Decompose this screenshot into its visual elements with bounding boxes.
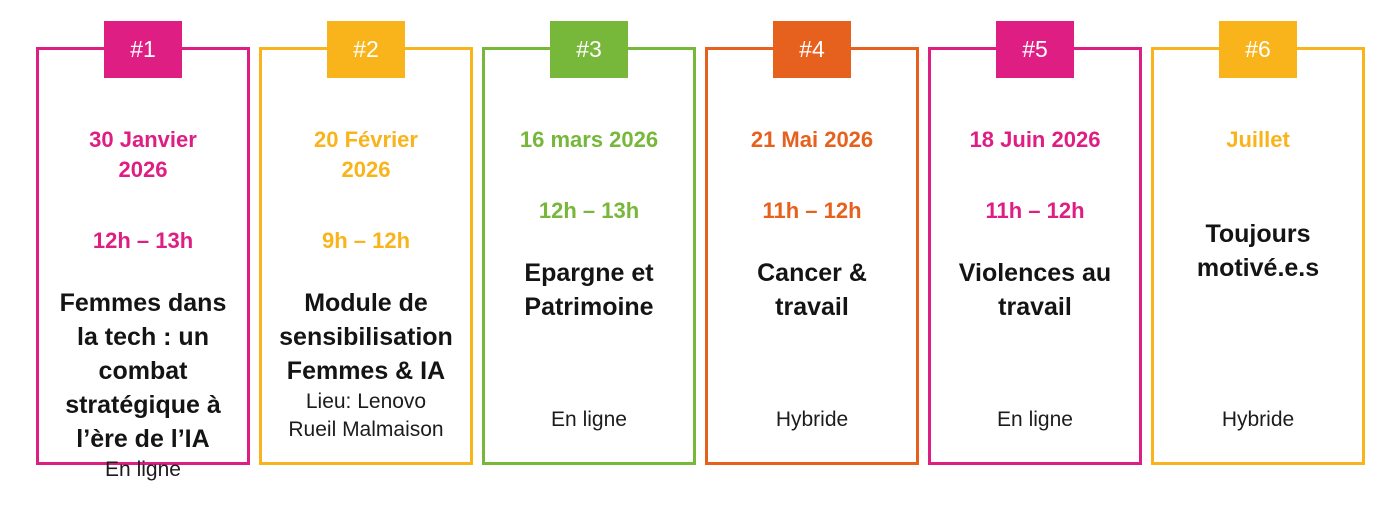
event-time: 11h – 12h: [985, 198, 1085, 223]
event-card: #3 16 mars 2026 12h – 13h Epargne et Pat…: [482, 21, 696, 465]
event-number-badge: #3: [550, 21, 628, 78]
event-location: Hybride: [775, 408, 849, 431]
event-number-badge: #4: [773, 21, 851, 78]
event-card-content: 18 Juin 2026 11h – 12h Violences au trav…: [931, 50, 1139, 462]
event-card: #2 20 Février 2026 9h – 12h Module de se…: [259, 21, 473, 465]
event-number-badge: #6: [1219, 21, 1297, 78]
events-board: #1 30 Janvier 2026 12h – 13h Femmes dans…: [36, 21, 1379, 481]
event-card-content: 16 mars 2026 12h – 13h Epargne et Patrim…: [485, 50, 693, 462]
event-number-badge: #5: [996, 21, 1074, 78]
event-time: 12h – 13h: [92, 228, 194, 253]
event-schedule: 20 Février 2026 9h – 12h: [270, 95, 462, 286]
event-card-content: 20 Février 2026 9h – 12h Module de sensi…: [262, 50, 470, 472]
event-card: #1 30 Janvier 2026 12h – 13h Femmes dans…: [36, 21, 250, 481]
event-card-content: Juillet Toujours motivé.e.s Hybride: [1154, 50, 1362, 462]
event-title: Toujours motivé.e.s: [1196, 220, 1320, 282]
event-location: En ligne: [551, 408, 627, 431]
event-location: En ligne: [997, 408, 1073, 431]
event-number-badge: #1: [104, 21, 182, 78]
event-date: 30 Janvier 2026: [89, 127, 197, 182]
event-schedule: 21 Mai 2026 11h – 12h: [716, 95, 908, 256]
event-title: Module de sensibilisation Femmes & IA: [279, 289, 453, 385]
event-card-content: 30 Janvier 2026 12h – 13h Femmes dans la…: [39, 50, 247, 507]
event-title: Cancer & travail: [757, 259, 867, 321]
event-date: 16 mars 2026: [519, 127, 659, 152]
event-schedule: 18 Juin 2026 11h – 12h: [939, 95, 1131, 256]
event-title: Femmes dans la tech : un combat stratégi…: [59, 289, 227, 453]
event-date: 21 Mai 2026: [750, 127, 874, 152]
event-time: 12h – 13h: [538, 198, 640, 223]
event-title: Violences au travail: [958, 259, 1112, 321]
event-location: Lieu: Lenovo Rueil Malmaison: [288, 390, 444, 441]
event-title: Epargne et Patrimoine: [524, 259, 654, 321]
event-schedule: Juillet: [1162, 95, 1354, 217]
event-date: 18 Juin 2026: [969, 127, 1101, 152]
event-schedule: 16 mars 2026 12h – 13h: [493, 95, 685, 256]
event-date: 20 Février 2026: [314, 127, 418, 182]
event-date: Juillet: [1226, 127, 1290, 152]
event-card-content: 21 Mai 2026 11h – 12h Cancer & travail H…: [708, 50, 916, 462]
event-card: #5 18 Juin 2026 11h – 12h Violences au t…: [928, 21, 1142, 465]
event-time: 11h – 12h: [762, 198, 862, 223]
event-location: Hybride: [1221, 408, 1295, 431]
event-time: 9h – 12h: [321, 228, 411, 253]
event-card: #6 Juillet Toujours motivé.e.s Hybride: [1151, 21, 1365, 465]
event-number-badge: #2: [327, 21, 405, 78]
event-location: En ligne: [105, 458, 181, 481]
event-schedule: 30 Janvier 2026 12h – 13h: [47, 95, 239, 286]
event-card: #4 21 Mai 2026 11h – 12h Cancer & travai…: [705, 21, 919, 465]
